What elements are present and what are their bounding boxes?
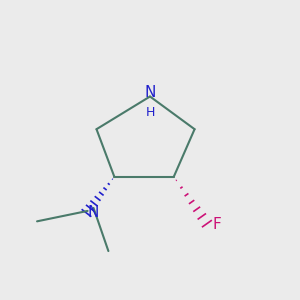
Text: H: H bbox=[145, 106, 155, 119]
Text: N: N bbox=[144, 85, 156, 100]
Text: F: F bbox=[212, 217, 221, 232]
Text: N: N bbox=[88, 205, 99, 220]
